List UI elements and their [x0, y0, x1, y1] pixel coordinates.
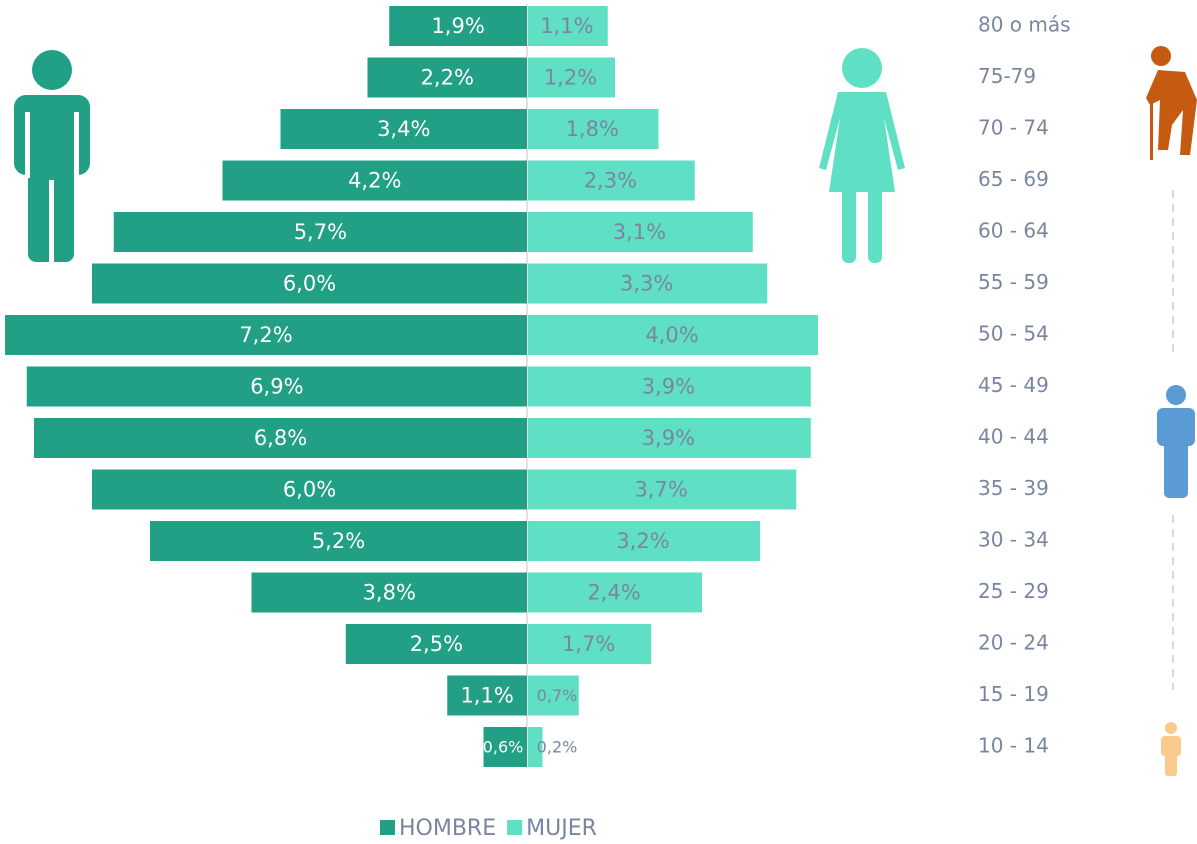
data-label: 1,7%: [562, 632, 615, 656]
bar: [92, 263, 527, 304]
bar: [528, 160, 695, 201]
data-label: 2,4%: [587, 581, 640, 605]
data-label: 1,1%: [460, 684, 513, 708]
man-icon-gaps: [25, 112, 79, 264]
bar: [528, 109, 659, 149]
bar: [222, 160, 527, 201]
bar: [528, 624, 652, 664]
bar: [92, 469, 527, 510]
data-label: 6,0%: [283, 272, 336, 296]
data-label: 0,7%: [537, 686, 578, 705]
bar: [483, 727, 527, 767]
bar: [345, 624, 527, 664]
data-label: 7,2%: [239, 323, 292, 347]
bar: [528, 675, 579, 716]
bar: [528, 315, 818, 355]
bar: [528, 366, 811, 407]
bar: [528, 469, 797, 510]
category-label: 70 - 74: [978, 116, 1049, 140]
child-icon: [1161, 722, 1181, 776]
bar: [34, 418, 527, 458]
data-label: 2,5%: [410, 632, 463, 656]
legend-swatch: [507, 820, 523, 835]
category-label: 60 - 64: [978, 219, 1049, 243]
category-label: 20 - 24: [978, 631, 1049, 655]
category-label: 15 - 19: [978, 682, 1049, 706]
category-label: 80 o más: [978, 13, 1071, 37]
data-label: 5,2%: [312, 529, 365, 553]
bar: [528, 418, 811, 458]
data-label: 3,4%: [377, 117, 430, 141]
data-label: 3,9%: [642, 375, 695, 399]
data-label: 3,8%: [363, 581, 416, 605]
bar: [528, 212, 753, 252]
data-label: 1,1%: [540, 14, 593, 38]
bar: [528, 727, 543, 767]
bar: [5, 315, 527, 355]
data-label: 2,2%: [421, 66, 474, 90]
data-label: 6,8%: [254, 426, 307, 450]
data-label: 1,9%: [431, 14, 484, 38]
bar: [251, 572, 527, 613]
bar: [528, 57, 615, 98]
category-label: 25 - 29: [978, 579, 1049, 603]
data-label: 3,3%: [620, 272, 673, 296]
data-label: 4,0%: [645, 323, 698, 347]
bar: [280, 109, 527, 149]
bar: [528, 521, 760, 561]
category-label: 45 - 49: [978, 373, 1049, 397]
adult-icon: [1157, 385, 1195, 498]
data-label: 2,3%: [584, 169, 637, 193]
bar: [528, 6, 608, 46]
bar: [26, 366, 527, 407]
category-label: 40 - 44: [978, 425, 1049, 449]
legend-label: MUJER: [526, 816, 597, 841]
data-label: 3,2%: [616, 529, 669, 553]
data-label: 3,1%: [613, 220, 666, 244]
data-label: 3,9%: [642, 426, 695, 450]
category-label: 65 - 69: [978, 167, 1049, 191]
elderly-icon: [1146, 46, 1197, 160]
data-label: 6,9%: [250, 375, 303, 399]
data-label: 3,7%: [634, 478, 687, 502]
bar: [113, 212, 527, 252]
data-label: 1,8%: [566, 117, 619, 141]
bar: [447, 675, 527, 716]
category-label: 10 - 14: [978, 734, 1049, 758]
category-label: 35 - 39: [978, 476, 1049, 500]
data-label: 6,0%: [283, 478, 336, 502]
bar: [528, 572, 702, 613]
legend-label: HOMBRE: [399, 816, 496, 841]
legend-swatch: [380, 820, 395, 835]
bar: [150, 521, 527, 561]
woman-icon: [819, 48, 905, 263]
category-label: 55 - 59: [978, 270, 1049, 294]
category-label: 30 - 34: [978, 528, 1049, 552]
data-label: 5,7%: [294, 220, 347, 244]
category-label: 50 - 54: [978, 322, 1049, 346]
category-label: 75-79: [978, 64, 1036, 88]
data-label: 0,6%: [483, 738, 524, 757]
bar: [528, 263, 768, 304]
bar: [367, 57, 527, 98]
data-label: 0,2%: [537, 738, 578, 757]
data-label: 1,2%: [544, 66, 597, 90]
bar: [389, 6, 527, 46]
data-label: 4,2%: [348, 169, 401, 193]
